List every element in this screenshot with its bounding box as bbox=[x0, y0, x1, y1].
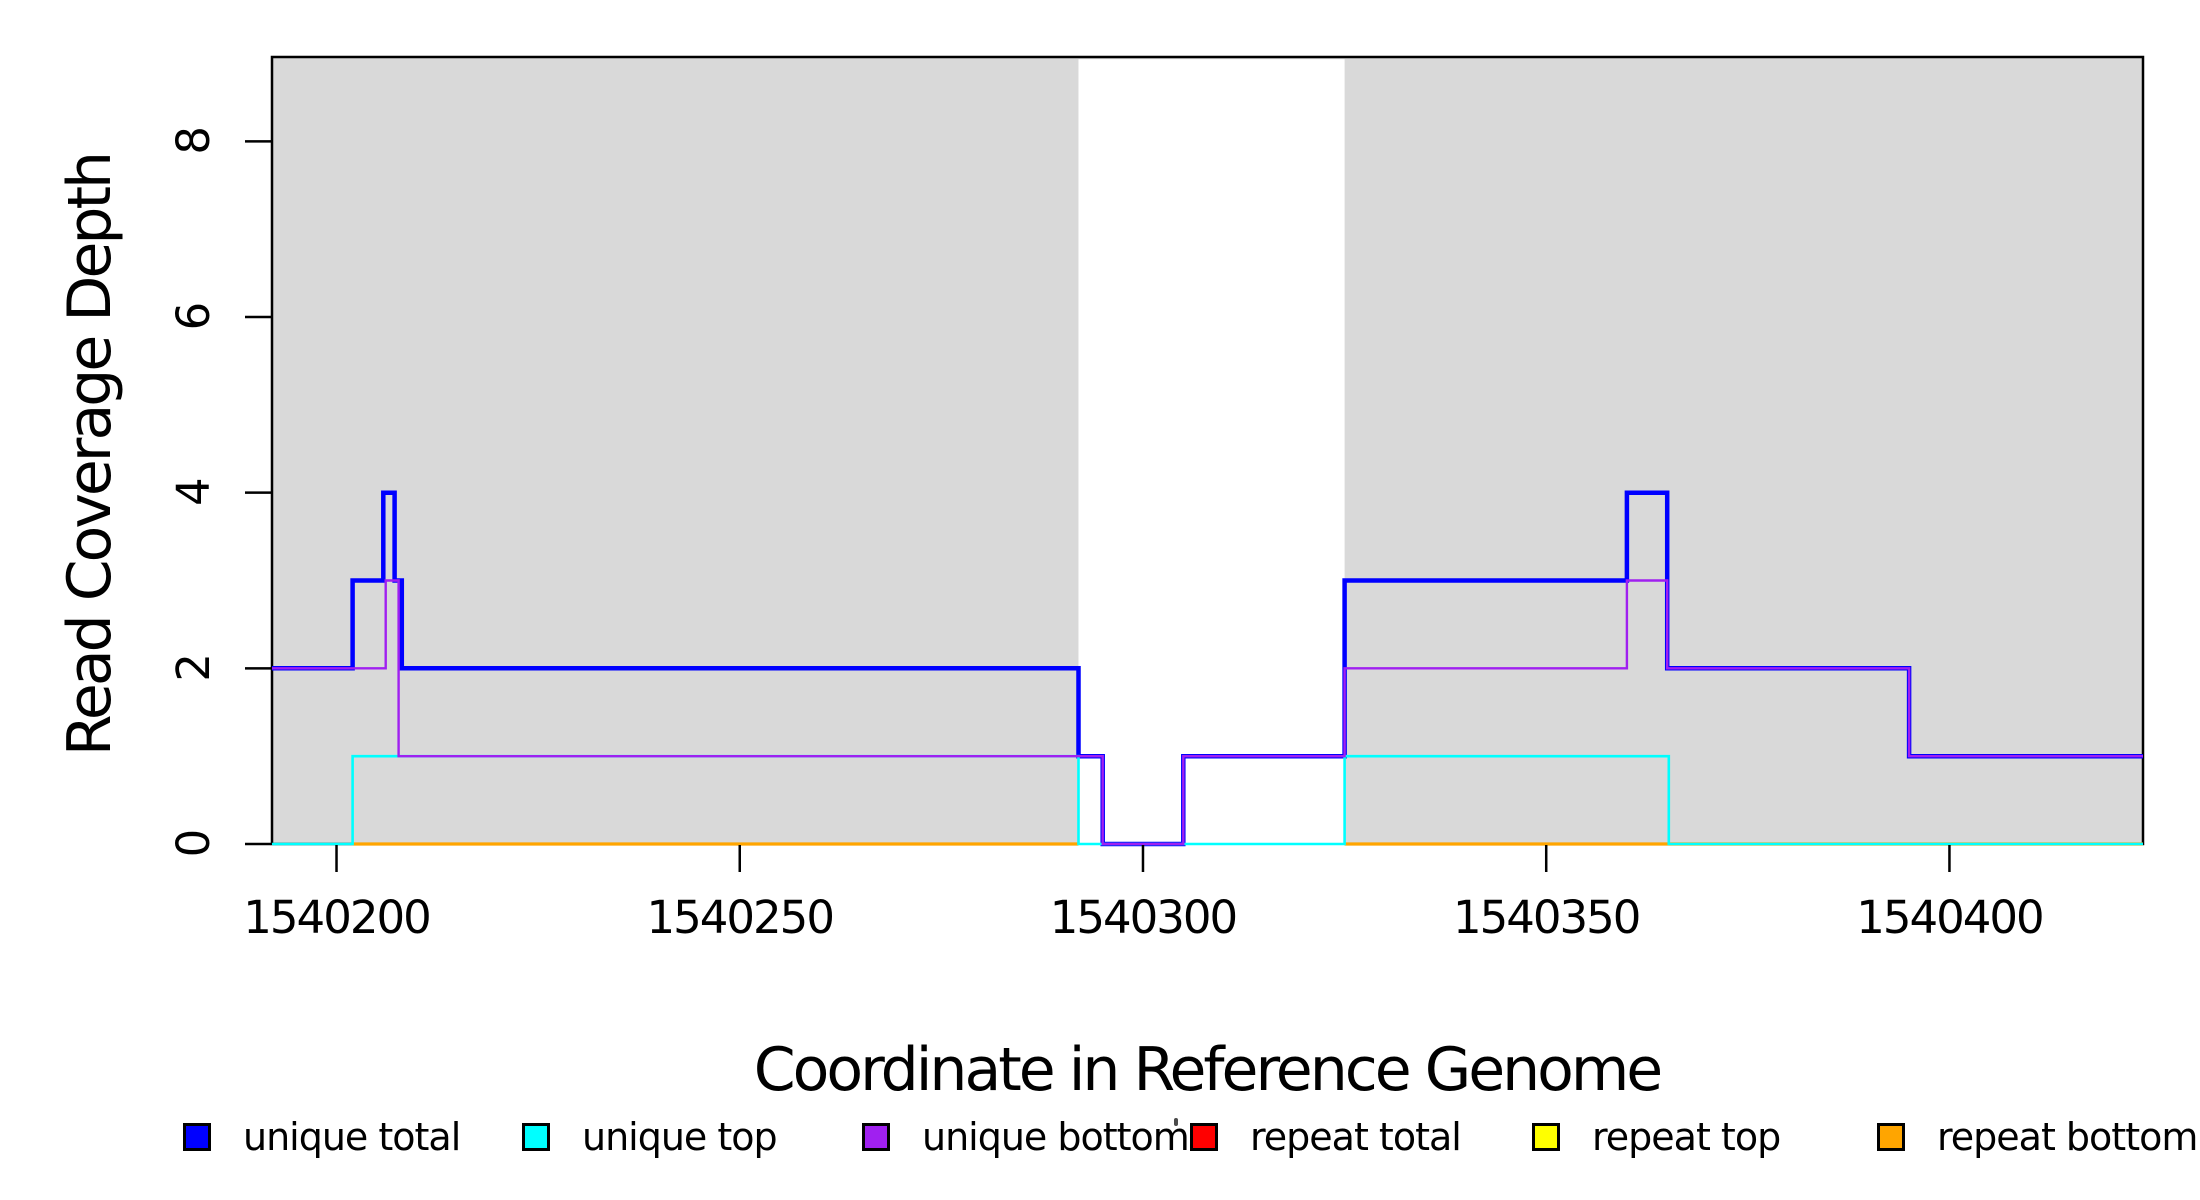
stray-plot-artifact-dot bbox=[1174, 1118, 1178, 1126]
repeat-bottom-swatch-icon bbox=[1877, 1123, 1905, 1151]
legend-item-repeat-total: repeat total bbox=[1190, 1115, 1462, 1159]
x-tick-label: 1540350 bbox=[1453, 891, 1639, 944]
legend-item-unique-top: unique top bbox=[522, 1115, 778, 1159]
legend-label: repeat total bbox=[1250, 1115, 1462, 1159]
x-tick-label: 1540400 bbox=[1856, 891, 2042, 944]
legend-item-unique-bottom: unique bottom bbox=[862, 1115, 1190, 1159]
unique-total-swatch-icon bbox=[183, 1123, 211, 1151]
x-tick-label: 1540250 bbox=[647, 891, 833, 944]
x-tick-label: 1540300 bbox=[1050, 891, 1236, 944]
series-line-unique-bottom bbox=[272, 579, 2143, 846]
unique-bottom-swatch-icon bbox=[862, 1123, 890, 1151]
y-tick-label: 8 bbox=[167, 128, 220, 155]
unique-top-swatch-icon bbox=[522, 1123, 550, 1151]
unique-gap-rect bbox=[1078, 59, 1345, 851]
y-tick-label: 4 bbox=[167, 479, 220, 506]
series-line-unique-top bbox=[272, 754, 2143, 846]
coverage-step-lines bbox=[272, 490, 2143, 847]
x-tick-label: 1540200 bbox=[243, 891, 429, 944]
legend-item-unique-total: unique total bbox=[183, 1115, 461, 1159]
y-tick-label: 0 bbox=[167, 831, 220, 858]
x-axis: 1540200 1540250 1540300 1540350 1540400 bbox=[243, 845, 2045, 944]
y-tick-label: 6 bbox=[167, 304, 220, 331]
legend-label: unique top bbox=[582, 1115, 778, 1159]
legend-label: unique total bbox=[243, 1115, 461, 1159]
y-axis: 0 2 4 6 8 bbox=[167, 128, 271, 857]
repeat-total-swatch-icon bbox=[1190, 1123, 1218, 1151]
legend-label: repeat bottom bbox=[1937, 1115, 2198, 1159]
legend-label: unique bottom bbox=[922, 1115, 1190, 1159]
legend-item-repeat-top: repeat top bbox=[1532, 1115, 1781, 1159]
x-axis-title: Coordinate in Reference Genome bbox=[754, 1035, 1661, 1105]
legend-label: repeat top bbox=[1592, 1115, 1781, 1159]
y-axis-title: Read Coverage Depth bbox=[55, 154, 125, 756]
repeat-top-swatch-icon bbox=[1532, 1123, 1560, 1151]
y-tick-label: 2 bbox=[167, 655, 220, 682]
repeat-region-shading bbox=[270, 55, 2145, 851]
legend-item-repeat-bottom: repeat bottom bbox=[1877, 1115, 2198, 1159]
